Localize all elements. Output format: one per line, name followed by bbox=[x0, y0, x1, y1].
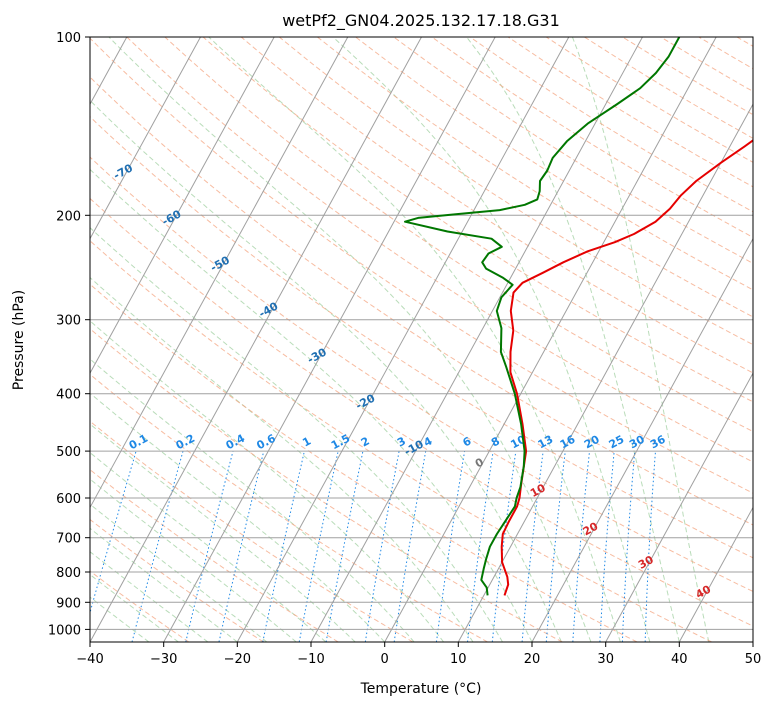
isotherm-line bbox=[90, 37, 349, 509]
mixing-ratio-line bbox=[185, 450, 234, 642]
moist-adiabat-line bbox=[90, 276, 474, 642]
mixing-ratio-line bbox=[491, 451, 517, 642]
x-tick-label: 40 bbox=[671, 652, 688, 667]
profile-series bbox=[404, 37, 753, 596]
dry-adiabat-line bbox=[90, 328, 563, 642]
dry-adiabat-line bbox=[90, 197, 753, 627]
isotherm-line bbox=[678, 506, 753, 642]
mixing-ratio-label: 16 bbox=[558, 433, 578, 452]
moist-adiabat-line bbox=[208, 37, 621, 642]
moist-adiabat-line bbox=[90, 423, 356, 642]
mixing-ratio-label: 30 bbox=[627, 433, 647, 452]
y-tick-label: 700 bbox=[56, 532, 81, 547]
y-tick-label: 200 bbox=[56, 209, 81, 224]
isotherm-line bbox=[457, 103, 753, 642]
moist-adiabat-line bbox=[466, 37, 680, 642]
dry-adiabat-line bbox=[240, 37, 753, 374]
x-tick-label: 30 bbox=[597, 652, 614, 667]
mixing-ratio-label: 36 bbox=[648, 433, 668, 452]
x-tick-label: −10 bbox=[297, 652, 324, 667]
dry-adiabat-line bbox=[90, 240, 712, 642]
mixing-ratio-label: 20 bbox=[582, 433, 602, 452]
x-tick-label: −20 bbox=[224, 652, 251, 667]
y-tick-label: 900 bbox=[56, 596, 81, 611]
isobars bbox=[90, 37, 753, 630]
isotherm-line bbox=[605, 372, 753, 642]
mixing-ratio-line bbox=[262, 450, 305, 642]
moist-adiabat-line bbox=[90, 358, 415, 642]
mixing-ratio-lines bbox=[90, 450, 656, 642]
mixing-ratio-line bbox=[545, 451, 566, 642]
dry-adiabat-line bbox=[90, 570, 190, 642]
mixing-ratio-line bbox=[90, 450, 137, 615]
dry-adiabat-line bbox=[90, 37, 753, 494]
mixing-ratio-line bbox=[435, 451, 466, 642]
isotherm-line bbox=[531, 237, 753, 642]
mixing-ratio-line bbox=[521, 451, 544, 642]
mixing-ratio-line bbox=[572, 451, 590, 642]
y-tick-label: 1000 bbox=[48, 623, 81, 638]
x-tick-label: 20 bbox=[524, 652, 541, 667]
y-tick-label: 500 bbox=[56, 445, 81, 460]
moist-adiabat-line bbox=[108, 37, 592, 642]
plot-background bbox=[90, 37, 753, 642]
chart-title: wetPf2_GN04.2025.132.17.18.G31 bbox=[282, 11, 560, 31]
dewpoint-line bbox=[404, 37, 681, 596]
moist-adiabat-line bbox=[332, 37, 651, 642]
mixing-ratio-label: 25 bbox=[607, 433, 627, 452]
mixing-ratio-line bbox=[218, 450, 265, 642]
y-tick-label: 600 bbox=[56, 492, 81, 507]
dry-adiabat-line bbox=[317, 37, 753, 318]
y-axis-title: Pressure (hPa) bbox=[11, 290, 27, 390]
x-tick-label: −30 bbox=[150, 652, 177, 667]
dry-adiabat-line bbox=[90, 116, 753, 559]
dry-adiabat-line bbox=[126, 37, 753, 463]
moist-adiabats bbox=[90, 37, 710, 642]
dry-adiabat-line bbox=[355, 37, 753, 291]
y-tick-label: 300 bbox=[56, 314, 81, 329]
x-axis: −40 −30 −20 −10 0 10 20 30 40 50 bbox=[76, 642, 761, 667]
isotherm-line bbox=[163, 37, 496, 642]
isotherm-line bbox=[236, 37, 570, 642]
y-tick-label: 100 bbox=[56, 31, 81, 46]
isotherm-line bbox=[90, 37, 275, 375]
skewed-isotherms bbox=[90, 37, 753, 642]
moist-adiabat-line bbox=[90, 227, 503, 642]
moist-adiabat-line bbox=[90, 451, 327, 642]
plot-area: -100-90-80-70-60-50-40-30-20-10010203040… bbox=[90, 37, 753, 642]
dry-adiabat-line bbox=[278, 37, 753, 346]
mixing-ratio-line bbox=[467, 451, 494, 642]
x-tick-label: 50 bbox=[745, 652, 762, 667]
x-tick-label: −40 bbox=[76, 652, 103, 667]
moist-adiabat-line bbox=[90, 478, 297, 642]
moist-adiabat-line bbox=[90, 503, 268, 642]
x-tick-label: 0 bbox=[381, 652, 389, 667]
isotherm-line bbox=[310, 37, 643, 642]
dry-adiabat-line bbox=[90, 518, 264, 642]
moist-adiabat-line bbox=[90, 320, 444, 642]
isotherm-line bbox=[90, 37, 201, 240]
y-tick-label: 800 bbox=[56, 566, 81, 581]
dry-adiabat-line bbox=[90, 283, 638, 642]
plot-frame bbox=[89, 36, 754, 643]
dry-adiabat-line bbox=[90, 373, 488, 642]
dry-adiabat-line bbox=[90, 156, 753, 593]
y-tick-label: 400 bbox=[56, 388, 81, 403]
mixing-ratio-label: 13 bbox=[536, 433, 556, 452]
isotherm-line bbox=[90, 37, 422, 642]
isotherm-line bbox=[384, 37, 717, 642]
temperature-line bbox=[500, 139, 753, 596]
moist-adiabat-line bbox=[90, 168, 533, 642]
dry-adiabat-line bbox=[90, 469, 339, 642]
x-axis-title: Temperature (°C) bbox=[360, 681, 482, 697]
y-axis: 100 200 300 400 500 600 700 800 900 1000 bbox=[48, 31, 90, 638]
dry-adiabats bbox=[90, 37, 753, 642]
x-tick-label: 10 bbox=[450, 652, 467, 667]
